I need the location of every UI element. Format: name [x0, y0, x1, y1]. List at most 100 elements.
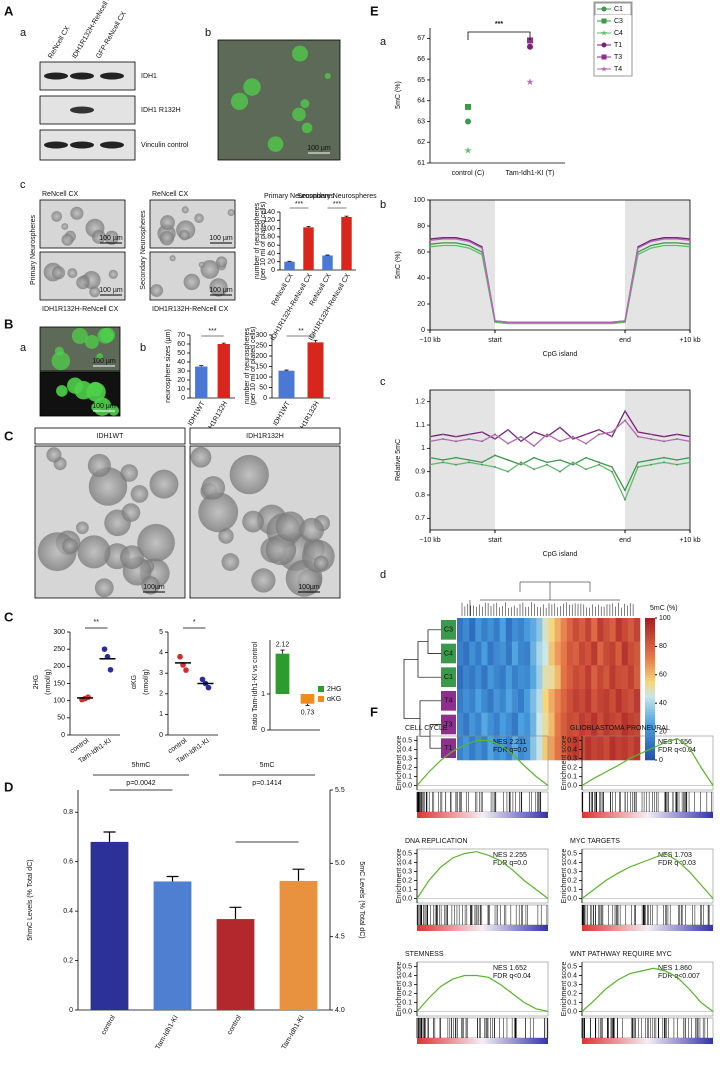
- nes: NES 1.652: [493, 965, 527, 972]
- dot: [205, 684, 212, 691]
- error-bar: [221, 342, 226, 344]
- axis-label: Relative 5mC: [395, 439, 402, 481]
- panel-letter: c: [20, 179, 26, 191]
- heat-cell: [627, 712, 635, 737]
- y-tick-label: 0.3: [567, 981, 577, 988]
- row-tag: [441, 643, 456, 664]
- heat-cell: [548, 665, 555, 690]
- cell: [121, 503, 141, 522]
- scale-label: 100µm: [143, 584, 165, 591]
- axis-label: 5mC (%): [395, 81, 402, 109]
- heat-cell: [524, 736, 531, 761]
- panel-letter: a: [20, 342, 27, 354]
- profile-dot: [494, 466, 496, 468]
- heat-cell: [572, 665, 580, 690]
- gsea-frame: [416, 848, 549, 904]
- cell: [275, 511, 306, 542]
- row-tag: [441, 667, 456, 687]
- point: [601, 18, 607, 24]
- heat-cell: [457, 689, 464, 713]
- cell: [209, 278, 228, 297]
- heat-cell: [554, 641, 561, 666]
- y-tick-label: 0.4: [567, 972, 577, 979]
- x-tick-label: Tam-Idh1-KI: [155, 1014, 180, 1051]
- rank-strip: [582, 1038, 713, 1044]
- heat-cell: [469, 736, 476, 761]
- row-tag: [441, 714, 456, 735]
- heat-cell: [505, 736, 513, 761]
- y-tick-label: 4.0: [335, 1007, 345, 1014]
- y-tick-label: 0.1: [567, 773, 577, 780]
- x-tick-label: Tam-Idh1-KI (T): [505, 170, 554, 177]
- heat-cell: [518, 641, 525, 666]
- band: [70, 106, 94, 114]
- heat-cell: [554, 665, 561, 690]
- heat-cell: [579, 618, 586, 642]
- heat-cell: [463, 736, 470, 761]
- heat-cell: [536, 736, 543, 761]
- profile-dot: [572, 438, 574, 440]
- legend-label: T1: [614, 42, 622, 49]
- heat-cell: [542, 641, 549, 666]
- cell: [61, 223, 69, 230]
- fdr: FDR q<0.007: [658, 973, 700, 980]
- gsea-title: WNT PATHWAY REQUIRE MYC: [570, 951, 672, 958]
- colorbar-step: [645, 751, 655, 755]
- band: [44, 72, 68, 80]
- y-tick-label: 0.5: [402, 850, 412, 857]
- profile-dot: [611, 470, 613, 473]
- dot: [183, 667, 189, 673]
- heat-cell: [572, 618, 580, 642]
- heat-cell: [505, 712, 513, 737]
- nes: NES 1.656: [658, 739, 692, 746]
- point: [601, 6, 607, 12]
- point: [601, 54, 607, 60]
- profile-dot: [494, 454, 496, 457]
- colorbar-step: [645, 728, 655, 732]
- heat-cell: [487, 618, 494, 642]
- axis-label: Enrichment score: [561, 962, 568, 1017]
- panel-letter: B: [4, 316, 13, 331]
- heat-cell: [524, 665, 531, 690]
- y-tick-label: 60: [267, 242, 275, 249]
- profile-dot: [585, 433, 587, 436]
- row-label: T3: [444, 721, 452, 728]
- heat-cell: [457, 736, 464, 761]
- value-label: 0.73: [301, 710, 315, 717]
- profile-dot: [663, 456, 665, 459]
- profile-dot: [611, 466, 613, 468]
- colorbar-step: [645, 725, 655, 730]
- profile-dot: [520, 435, 522, 438]
- cell: [159, 231, 175, 246]
- colorbar-step: [645, 640, 655, 644]
- group-title: Primary Neurospheres: [264, 193, 335, 200]
- cell: [51, 351, 71, 371]
- colorbar-step: [645, 754, 655, 758]
- profile-dot: [546, 463, 548, 466]
- cell: [181, 206, 189, 214]
- heat-cell: [554, 736, 561, 761]
- x-tick-label: control: [226, 1014, 243, 1036]
- point: [526, 78, 534, 86]
- legend-box: [593, 1, 633, 77]
- heat-cell: [536, 641, 543, 666]
- fdr: FDR q<0.03: [658, 860, 696, 867]
- colorbar-step: [645, 697, 655, 701]
- heat-cell: [603, 618, 610, 642]
- y-tick-label: 0.1: [567, 886, 577, 893]
- cell: [301, 122, 313, 134]
- heat-cell: [633, 712, 641, 737]
- profile-line: [429, 238, 691, 323]
- heat-cell: [560, 641, 568, 666]
- panel-letter: b: [205, 27, 211, 39]
- heat-cell: [475, 665, 482, 690]
- profile-dot: [520, 461, 522, 464]
- significance: **: [298, 328, 304, 335]
- heat-cell: [566, 641, 574, 666]
- cell: [194, 213, 204, 224]
- dot: [177, 653, 183, 660]
- y-tick-label: 0.2: [567, 990, 577, 997]
- profile-dot: [468, 433, 470, 436]
- heat-cell: [585, 736, 592, 761]
- cell: [299, 517, 324, 543]
